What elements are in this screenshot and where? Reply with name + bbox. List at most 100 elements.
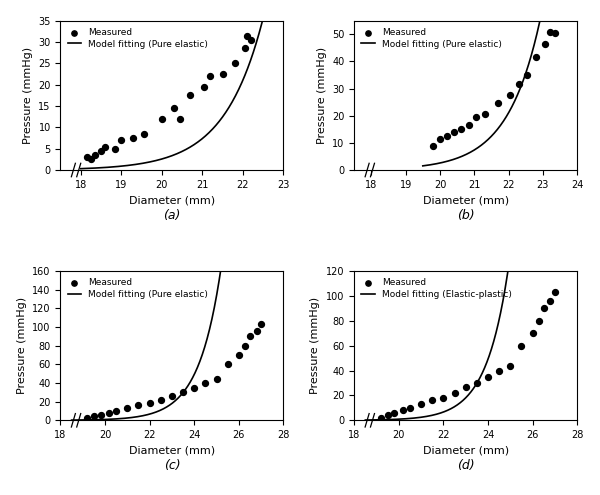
Measured — [242, 32, 252, 40]
Measured — [157, 115, 167, 123]
Measured — [230, 59, 239, 67]
Measured — [493, 99, 503, 107]
Measured — [169, 104, 179, 112]
Measured — [240, 45, 250, 52]
Model fitting (Pure elastic) — [424, 162, 431, 168]
Line: Model fitting (Pure elastic): Model fitting (Pure elastic) — [71, 270, 221, 420]
Measured — [252, 327, 262, 335]
Model fitting (Pure elastic) — [217, 267, 224, 273]
Measured — [550, 29, 560, 37]
Measured — [472, 379, 482, 387]
Model fitting (Pure elastic) — [77, 166, 85, 172]
Measured — [539, 304, 548, 312]
Measured — [200, 83, 209, 91]
Measured — [545, 297, 555, 305]
Model fitting (Pure elastic) — [107, 164, 115, 170]
Model fitting (Pure elastic) — [209, 126, 217, 132]
Measured — [427, 396, 437, 404]
Measured — [480, 110, 490, 118]
Model fitting (Pure elastic) — [118, 415, 125, 421]
Measured — [435, 135, 445, 143]
Model fitting (Pure elastic) — [419, 163, 427, 169]
Measured — [456, 125, 466, 133]
Model fitting (Pure elastic) — [257, 26, 264, 32]
Measured — [145, 399, 154, 407]
Measured — [128, 134, 138, 142]
Measured — [112, 407, 121, 415]
X-axis label: Diameter (mm): Diameter (mm) — [129, 196, 215, 205]
Measured — [245, 332, 255, 340]
Model fitting (Pure elastic) — [436, 160, 443, 166]
Measured — [505, 361, 515, 369]
Text: (a): (a) — [163, 209, 181, 222]
Measured — [206, 72, 215, 80]
Model fitting (Pure elastic) — [144, 412, 151, 418]
X-axis label: Diameter (mm): Diameter (mm) — [129, 446, 215, 455]
Measured — [212, 375, 221, 383]
Line: Model fitting (Pure elastic): Model fitting (Pure elastic) — [81, 18, 263, 169]
Y-axis label: Pressure (mmHg): Pressure (mmHg) — [317, 47, 326, 144]
Measured — [134, 401, 143, 409]
Measured — [398, 406, 408, 414]
Model fitting (Pure elastic) — [180, 148, 187, 153]
Measured — [122, 404, 132, 412]
Model fitting (Pure elastic) — [68, 417, 75, 423]
Measured — [523, 71, 532, 79]
Measured — [110, 145, 120, 152]
Measured — [505, 92, 515, 99]
Model fitting (Pure elastic) — [537, 16, 544, 22]
Measured — [449, 128, 458, 136]
Model fitting (Elastic-plastic) — [409, 415, 416, 421]
Measured — [82, 414, 92, 422]
Y-axis label: Pressure (mmHg): Pressure (mmHg) — [23, 47, 32, 144]
Model fitting (Pure elastic) — [214, 287, 221, 293]
Model fitting (Pure elastic) — [252, 43, 259, 49]
Measured — [246, 36, 256, 44]
Y-axis label: Pressure (mmHg): Pressure (mmHg) — [310, 297, 320, 394]
Measured — [531, 53, 541, 61]
Measured — [471, 113, 481, 121]
Legend: Measured, Model fitting (Pure elastic): Measured, Model fitting (Pure elastic) — [359, 25, 505, 51]
Model fitting (Pure elastic) — [511, 99, 518, 105]
Measured — [383, 411, 392, 419]
Measured — [241, 342, 250, 349]
Line: Model fitting (Pure elastic): Model fitting (Pure elastic) — [423, 19, 541, 166]
X-axis label: Diameter (mm): Diameter (mm) — [422, 446, 509, 455]
Measured — [223, 360, 232, 368]
Text: (b): (b) — [457, 209, 475, 222]
Text: (c): (c) — [164, 459, 180, 472]
Measured — [416, 400, 426, 408]
Measured — [494, 366, 504, 374]
Measured — [185, 92, 195, 99]
Measured — [514, 81, 524, 89]
Measured — [405, 404, 415, 412]
Measured — [167, 392, 177, 399]
Measured — [528, 329, 538, 337]
Measured — [90, 151, 100, 159]
Model fitting (Elastic-plastic) — [502, 286, 509, 292]
X-axis label: Diameter (mm): Diameter (mm) — [422, 196, 509, 205]
Line: Model fitting (Elastic-plastic): Model fitting (Elastic-plastic) — [365, 269, 508, 420]
Measured — [550, 288, 560, 296]
Measured — [483, 373, 493, 381]
Measured — [86, 155, 95, 163]
Measured — [156, 396, 166, 404]
Measured — [439, 394, 448, 402]
Measured — [218, 70, 227, 78]
Measured — [389, 409, 399, 417]
Model fitting (Pure elastic) — [92, 417, 100, 423]
Measured — [428, 142, 438, 149]
Model fitting (Pure elastic) — [451, 156, 458, 162]
Measured — [450, 389, 460, 397]
Measured — [178, 388, 188, 396]
Measured — [517, 342, 526, 349]
Model fitting (Pure elastic) — [494, 126, 501, 132]
Measured — [234, 351, 244, 359]
Measured — [104, 409, 114, 417]
Model fitting (Pure elastic) — [495, 125, 502, 131]
Measured — [96, 147, 106, 155]
Model fitting (Elastic-plastic) — [460, 397, 467, 403]
Legend: Measured, Model fitting (Pure elastic): Measured, Model fitting (Pure elastic) — [65, 275, 211, 301]
Measured — [540, 40, 550, 48]
Model fitting (Pure elastic) — [259, 15, 266, 21]
